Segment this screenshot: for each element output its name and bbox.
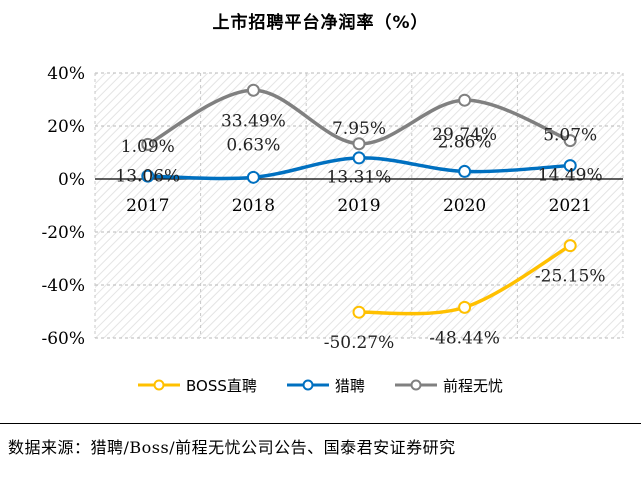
y-tick-label: 20% — [47, 117, 85, 137]
data-point — [458, 300, 472, 314]
y-tick-label: 40% — [47, 64, 85, 84]
data-label: -48.44% — [429, 328, 500, 348]
y-tick-label: -40% — [41, 276, 85, 296]
data-point — [246, 170, 260, 184]
data-label: 13.31% — [327, 168, 392, 188]
data-label: 0.63% — [226, 135, 280, 155]
x-axis-ticks: 2017 2018 2019 2020 2021 — [126, 196, 592, 216]
data-labels: -50.27% -48.44% -25.15% 1.09% 0.63% 7.95% 2.86… — [115, 111, 605, 353]
data-point — [352, 137, 366, 151]
legend: BOSS直聘 猎聘 前程无忧 — [0, 372, 641, 398]
data-label: 2.86% — [438, 132, 492, 152]
y-tick-label: -60% — [41, 329, 85, 349]
x-tick-label: 2017 — [126, 196, 169, 216]
data-label: 1.09% — [121, 137, 175, 157]
data-point — [458, 164, 472, 178]
legend-marker-boss — [153, 379, 165, 391]
data-point — [563, 159, 577, 173]
data-point — [246, 83, 260, 97]
x-tick-label: 2020 — [443, 196, 486, 216]
data-point — [141, 169, 155, 183]
legend-item-51job: 前程无忧 — [394, 375, 503, 396]
legend-label-51job: 前程无忧 — [442, 376, 503, 395]
data-point — [458, 93, 472, 107]
x-tick-label: 2021 — [549, 196, 592, 216]
legend-swatch-51job — [394, 379, 437, 391]
data-point — [563, 134, 577, 148]
data-label: 14.49% — [538, 166, 603, 186]
legend-item-boss: BOSS直聘 — [138, 375, 257, 396]
data-label: -25.15% — [535, 267, 606, 287]
data-label: 5.07% — [543, 126, 597, 146]
y-axis-ticks: 40% 20% 0% -20% -40% -60% — [41, 64, 85, 349]
plot-area — [95, 73, 623, 338]
x-tick-label: 2018 — [232, 196, 275, 216]
legend-label-boss: BOSS直聘 — [186, 376, 257, 395]
source-note: 数据来源：猎聘/Boss/前程无忧公司公告、国泰君安证券研究 — [8, 438, 456, 457]
data-point — [352, 151, 366, 165]
line-chart: 40% 20% 0% -20% -40% -60% 2017 2018 2019 2020 202… — [41, 64, 624, 353]
legend-label-liepin: 猎聘 — [334, 376, 365, 395]
data-label: 7.95% — [332, 119, 386, 139]
chart-title: 上市招聘平台净润率（%） — [212, 13, 429, 33]
data-label: 13.06% — [115, 166, 180, 186]
data-point — [563, 239, 577, 253]
data-label: 33.49% — [221, 111, 286, 131]
legend-marker-51job — [410, 379, 422, 391]
data-label: -50.27% — [324, 333, 395, 353]
data-label: 29.74% — [432, 125, 497, 145]
legend-swatch-liepin — [286, 379, 329, 391]
legend-swatch-boss — [138, 379, 181, 391]
y-tick-label: 0% — [58, 170, 85, 190]
divider — [0, 423, 641, 424]
x-tick-label: 2019 — [337, 196, 380, 216]
data-point — [141, 137, 155, 151]
y-tick-label: -20% — [41, 223, 85, 243]
data-point — [352, 305, 366, 319]
series-points — [141, 83, 577, 319]
legend-marker-liepin — [302, 379, 314, 391]
legend-item-liepin: 猎聘 — [286, 375, 365, 396]
